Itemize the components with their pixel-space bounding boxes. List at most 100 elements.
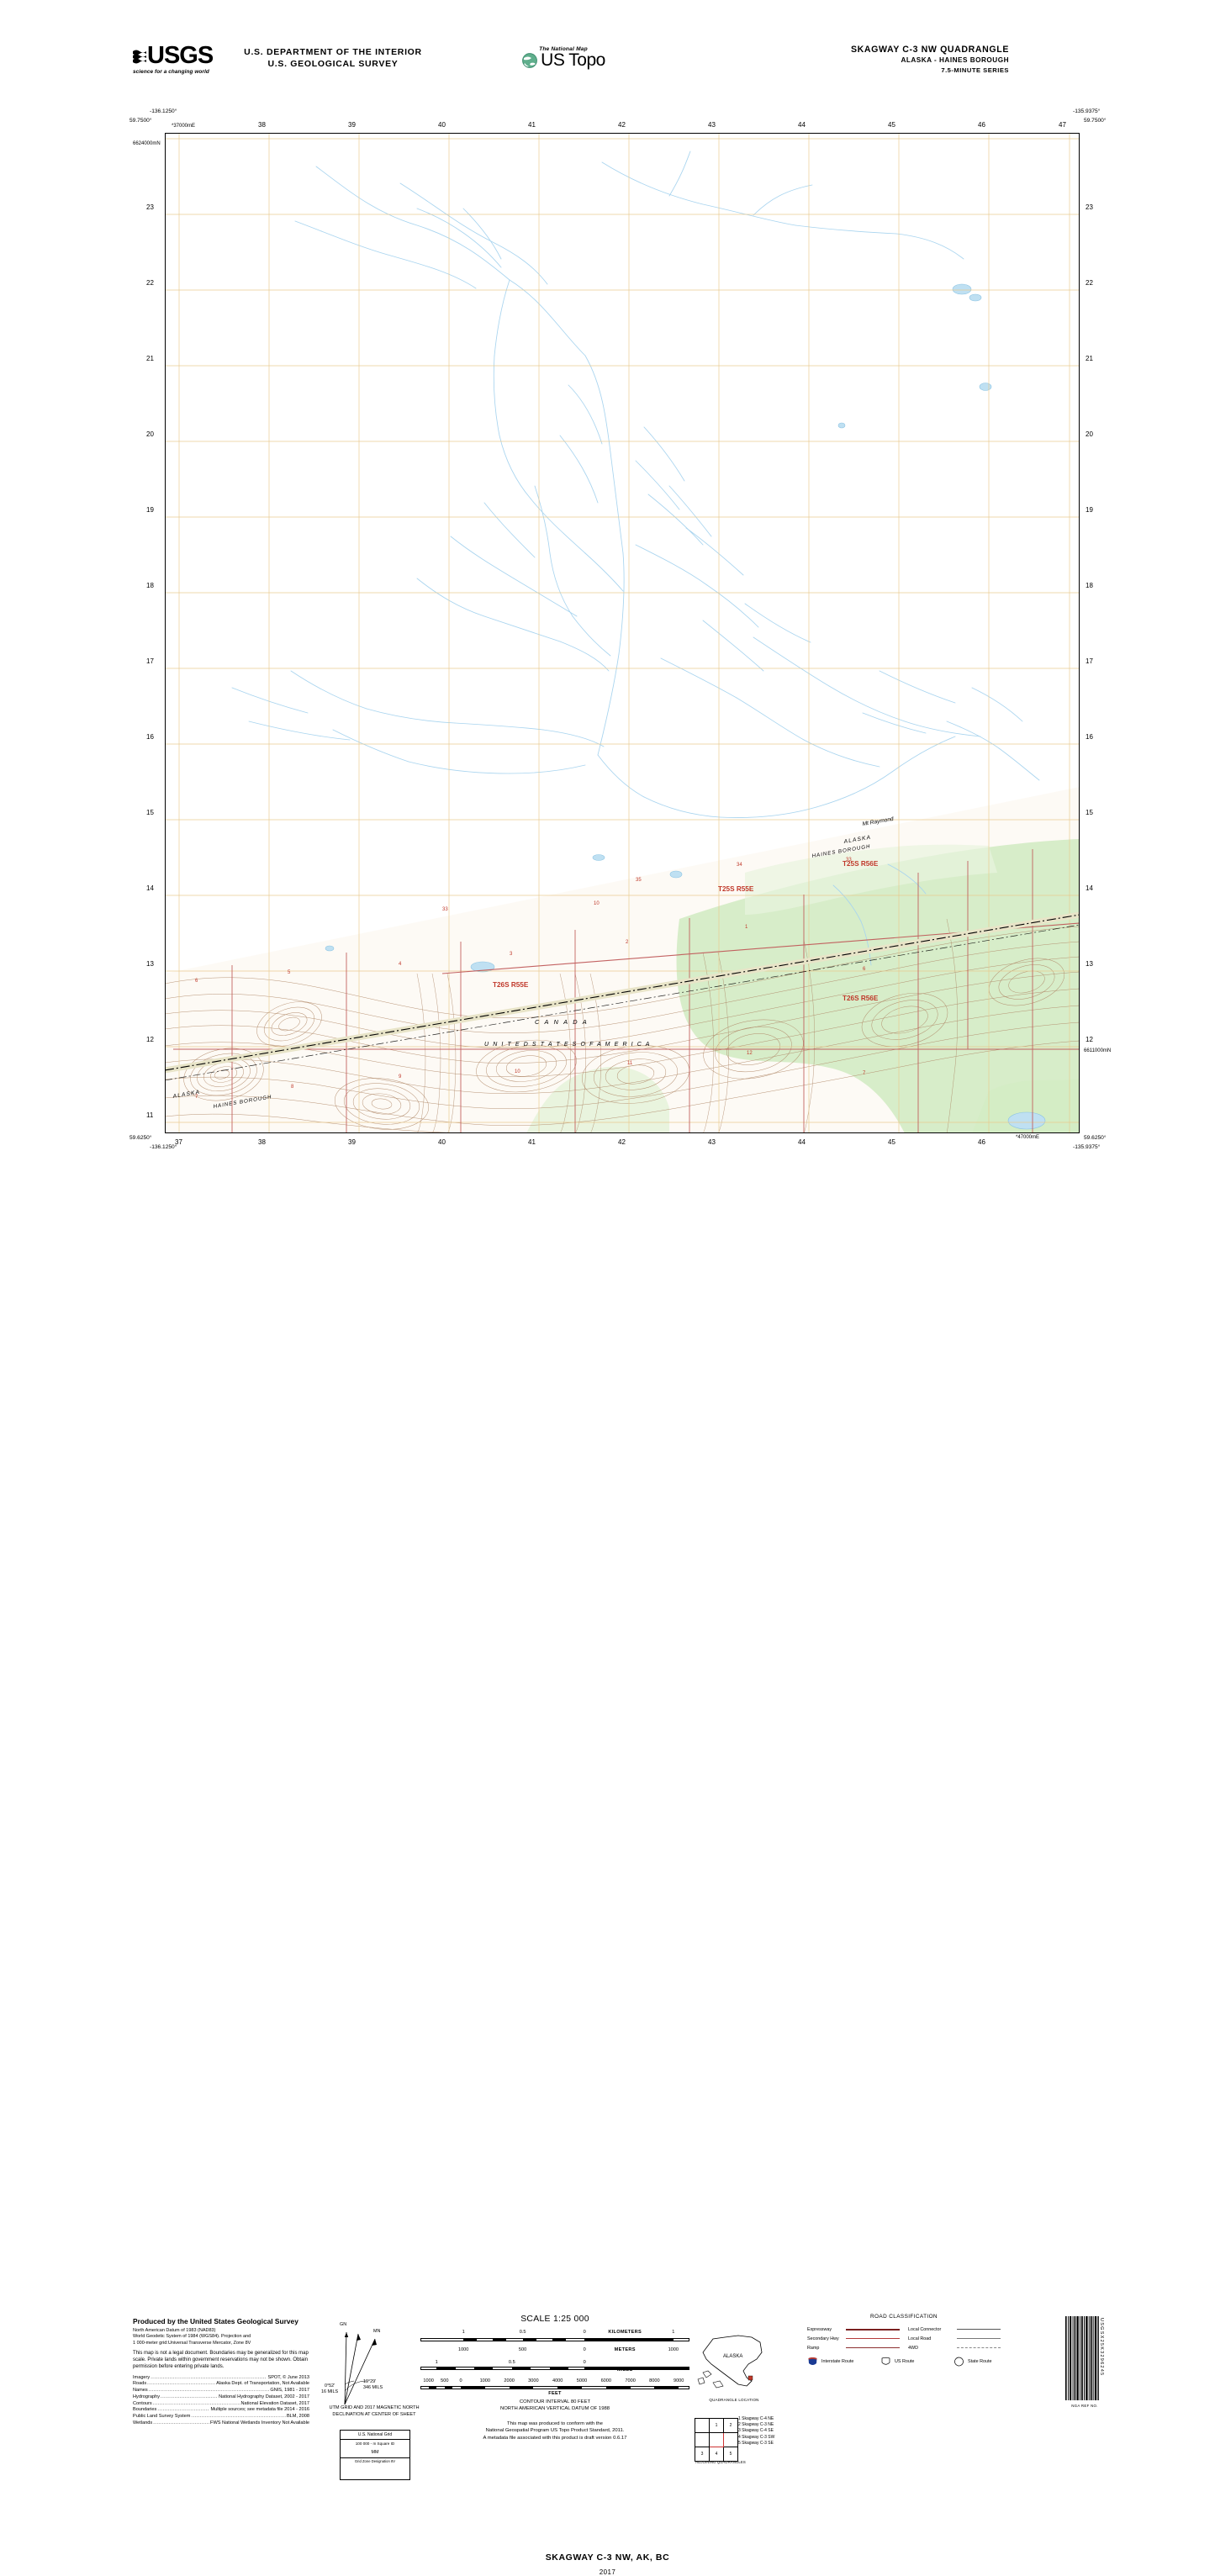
tick-right-22: 22 (1086, 279, 1093, 287)
ft-block (509, 2386, 534, 2389)
ft-block (605, 2386, 631, 2389)
decl-mn-label: MN (373, 2329, 381, 2334)
tick-left-13: 13 (146, 960, 154, 968)
tick-bottom-42: 42 (618, 1138, 626, 1146)
corner-sw-lat: 59.6250° (129, 1135, 152, 1141)
svg-text:6: 6 (195, 979, 198, 984)
road-classification-heading: ROAD CLASSIFICATION (870, 2314, 938, 2320)
mi-block (549, 2367, 568, 2370)
km-block (493, 2338, 507, 2341)
tick-right-19: 19 (1086, 506, 1093, 514)
tick-bottom-46: 46 (978, 1138, 985, 1146)
adjoining-quadrangles: 1 2 3 4 5 1 Skagway C-4 NE 2 Skagway C-3… (695, 2416, 829, 2464)
ft-block (444, 2386, 453, 2389)
ft-label-9: 7000 (625, 2378, 636, 2383)
department-line-2: U.S. GEOLOGICAL SURVEY (267, 59, 399, 69)
source-dots: ........................................… (148, 2388, 270, 2394)
scalebar-mi-labels: 1 0.5 0 (420, 2360, 689, 2367)
source-dots: ........................................… (147, 2381, 215, 2387)
source-dots: ........................................… (161, 2394, 218, 2399)
tick-right-13: 13 (1086, 960, 1093, 968)
scalebar-ft-labels: 1000 500 0 1000 2000 3000 4000 5000 6000… (420, 2378, 689, 2385)
svg-text:34: 34 (737, 863, 742, 868)
usgs-wave-icon (133, 50, 146, 64)
usgs-tagline: science for a changing world (133, 69, 209, 75)
tick-top-40: 40 (438, 121, 446, 129)
road-line-local-connector (957, 2329, 1001, 2330)
scale-title: SCALE 1:25 000 (520, 2315, 589, 2324)
svg-text:5: 5 (288, 970, 291, 975)
ft-label-0: 1000 (423, 2378, 434, 2383)
shield-label-us: US Route (895, 2359, 915, 2364)
tick-top-38: 38 (258, 121, 266, 129)
decl-mag-mils: 346 MILS (363, 2385, 383, 2390)
national-map-label: The National Map (539, 46, 588, 52)
tick-right-18: 18 (1086, 582, 1093, 589)
tick-left-11: 11 (146, 1111, 154, 1119)
adjoin-cell-blank (695, 2432, 710, 2447)
scalebar-miles: 1 0.5 0 MILES (420, 2360, 689, 2377)
svg-text:T26S R56E: T26S R56E (843, 995, 879, 1002)
source-dots: ........................................… (153, 2420, 209, 2426)
road-label-secondary: Secondary Hwy (807, 2336, 839, 2341)
tick-right-21: 21 (1086, 355, 1093, 362)
source-dots: ........................................… (151, 2374, 267, 2380)
quadrangle-name: SKAGWAY C-3 NW QUADRANGLE (850, 45, 1009, 55)
source-value-hydrography: National Hydrography Dataset, 2002 - 201… (219, 2394, 309, 2399)
adjoin-name-2: 2 Skagway C-3 NE (738, 2422, 774, 2428)
svg-text:T25S R56E: T25S R56E (843, 860, 879, 868)
mi-label-1: 0.5 (508, 2360, 515, 2365)
alaska-outline-icon: ALASKA (697, 2335, 763, 2389)
svg-text:7: 7 (195, 1095, 198, 1100)
credits-block: Produced by the United States Geological… (133, 2316, 309, 2427)
tick-bottom-39: 39 (348, 1138, 356, 1146)
topographic-map-canvas[interactable]: C A N A D A U N I T E D S T A T E S O F … (165, 133, 1080, 1133)
km-block (463, 2338, 478, 2341)
quadrangle-state: ALASKA - HAINES BOROUGH (901, 56, 1009, 64)
road-line-4wd (957, 2347, 1001, 2348)
shield-row-interstate: Interstate Route (807, 2357, 872, 2367)
svg-text:U N I T E D S T A T E S O F: U N I T E D S T A T E S O F A M E R I C … (484, 1042, 651, 1048)
tick-right-23: 23 (1086, 203, 1093, 211)
km-unit-label: KILOMETERS (608, 2330, 642, 2335)
barcode-icon (1065, 2316, 1099, 2400)
adjoining-grid: 1 2 3 4 5 (695, 2418, 738, 2462)
utm-northing-end: 6611000mN (1084, 1048, 1112, 1053)
ft-block (557, 2386, 582, 2389)
ft-block (461, 2386, 485, 2389)
svg-text:7: 7 (863, 1071, 866, 1076)
usgs-wordmark-text: USGS (147, 42, 214, 69)
ft-unit-label: FEET (548, 2391, 562, 2396)
source-row-contours: Contours ...............................… (133, 2401, 309, 2408)
locator-caption: QUADRANGLE LOCATION (709, 2398, 759, 2402)
corner-se-lon: -135.9375° (1073, 1144, 1101, 1150)
road-class-column-right: Local Connector Local Road 4WD (908, 2325, 1001, 2352)
source-row-names: Names ..................................… (133, 2388, 309, 2394)
svg-text:12: 12 (747, 1051, 753, 1056)
tick-bottom-38: 38 (258, 1138, 266, 1146)
usgs-wordmark: USGS (133, 44, 214, 68)
ft-label-8: 6000 (600, 2378, 612, 2383)
road-line-secondary (846, 2338, 900, 2339)
barcode-block: USGSX25K3296245 NGA REF NO. (1065, 2316, 1106, 2410)
source-label-roads: Roads (133, 2381, 147, 2387)
map-collar-footer: Produced by the United States Geological… (0, 1143, 1215, 2576)
tick-left-20: 20 (146, 430, 154, 438)
conformance-line-3: A metadata file associated with this pro… (483, 2435, 627, 2441)
tick-left-12: 12 (146, 1036, 154, 1043)
mi-block (474, 2367, 494, 2370)
adjoin-name-4: 4 Skagway C-3 SW (738, 2434, 775, 2440)
grid-zone-designation: Grid Zone Designation 8V (341, 2457, 409, 2464)
road-line-local-road (957, 2338, 1001, 2339)
quadrangle-title: SKAGWAY C-3 NW QUADRANGLE ALASKA - HAINE… (851, 44, 1009, 76)
tick-bottom-37: 37 (175, 1138, 182, 1146)
tick-top-39: 39 (348, 121, 356, 129)
mi-label-0: 1 (435, 2360, 438, 2365)
interstate-shield-icon (808, 2357, 817, 2365)
map-panel[interactable]: -136.1250° 59.7500° -135.9375° 59.7500° … (129, 108, 1111, 1150)
svg-text:4: 4 (399, 962, 402, 967)
adjoining-caption: ADJOINING QUADRANGLES (695, 2460, 746, 2464)
tick-left-15: 15 (146, 809, 154, 816)
tick-bottom-41: 41 (528, 1138, 536, 1146)
source-row-imagery: Imagery ................................… (133, 2375, 309, 2382)
